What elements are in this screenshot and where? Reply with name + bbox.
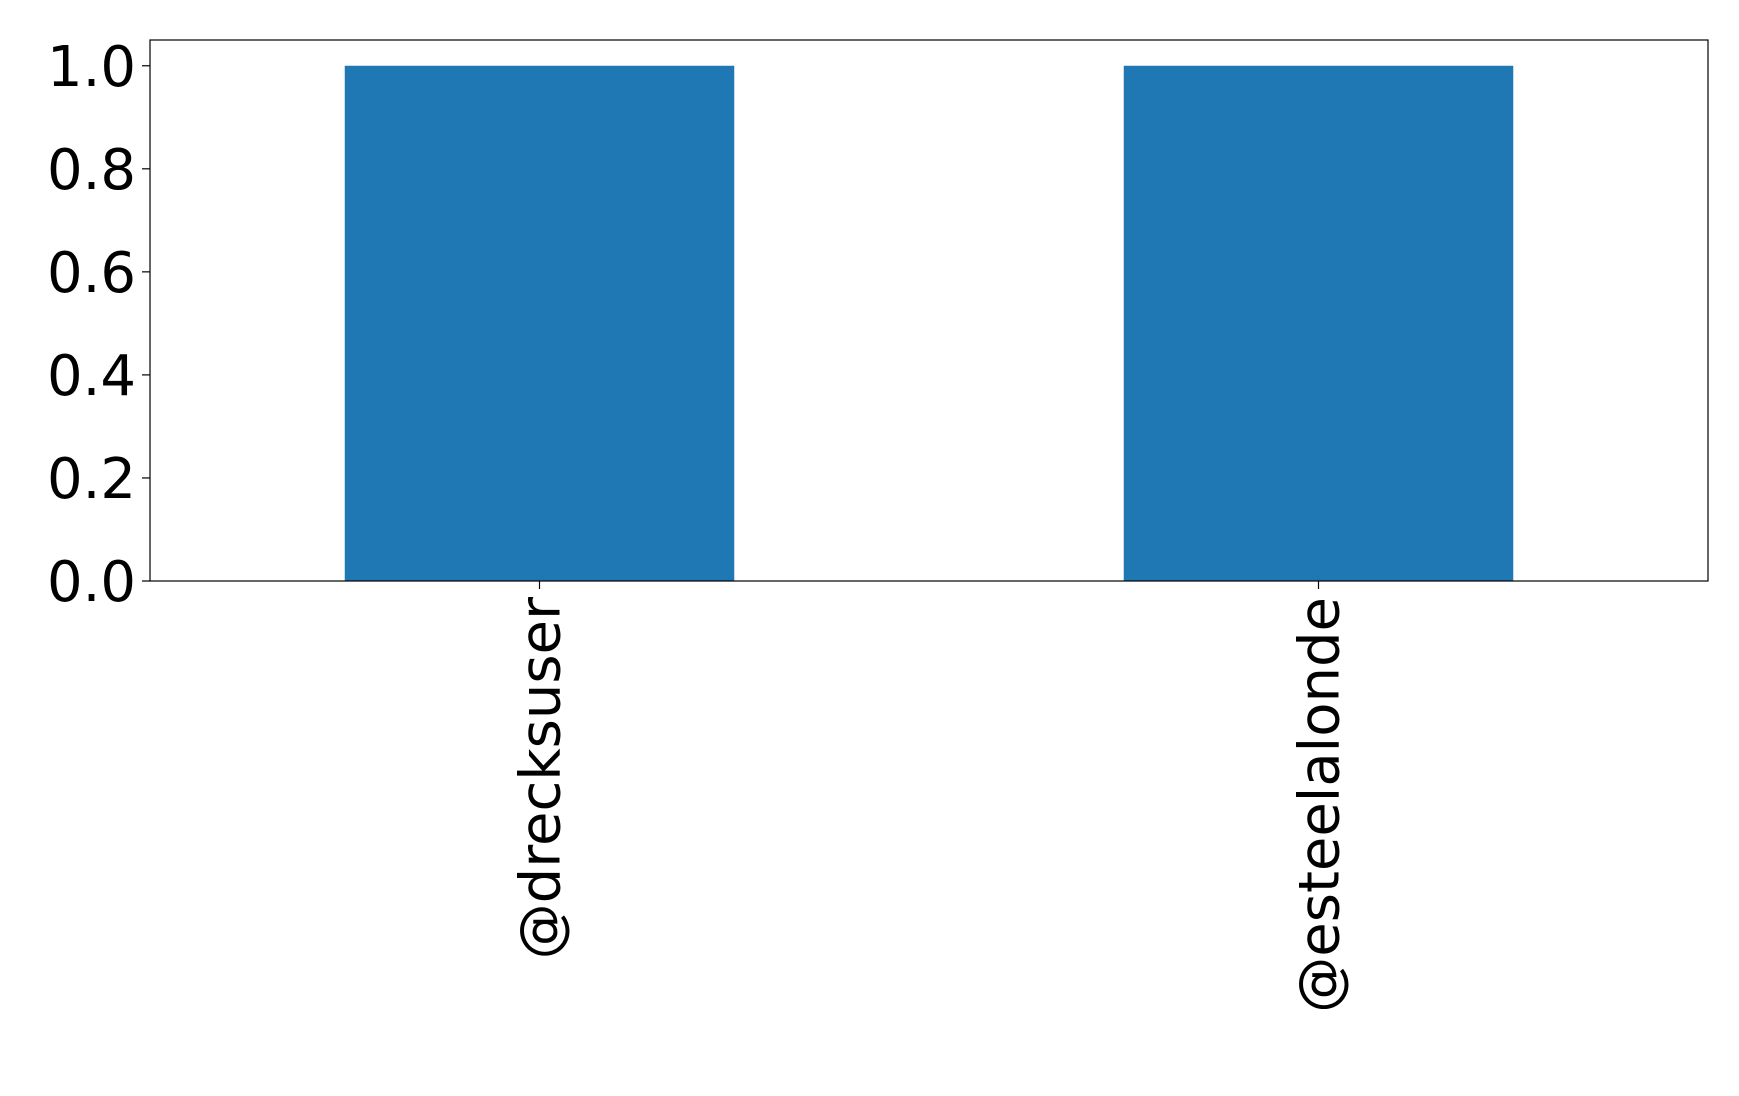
y-tick-label: 0.4 [47, 344, 136, 409]
y-tick-label: 0.6 [47, 241, 136, 306]
y-tick-label: 1.0 [47, 35, 136, 100]
y-axis: 0.0 0.2 0.4 0.6 0.8 1.0 [47, 35, 150, 615]
y-tick-label: 0.0 [47, 550, 136, 615]
bar-drecksuser [344, 65, 735, 581]
x-tick-label: @drecksuser [509, 596, 574, 959]
y-tick-label: 0.8 [47, 138, 136, 203]
x-axis: @drecksuser @esteelalonde [509, 581, 1353, 1013]
bars [344, 65, 1514, 581]
plot-frame [149, 39, 1709, 582]
bar-esteelalonde [1123, 65, 1514, 581]
y-tick-label: 0.2 [47, 447, 136, 512]
x-tick-label: @esteelalonde [1288, 597, 1353, 1013]
